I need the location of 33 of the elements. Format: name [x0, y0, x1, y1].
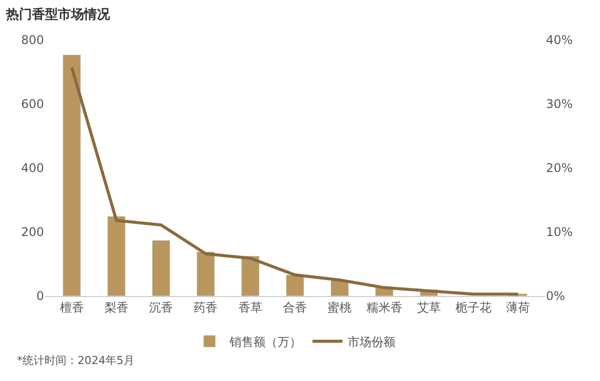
bar [286, 274, 304, 296]
x-tick-label: 合香 [283, 300, 307, 314]
bar [62, 54, 81, 296]
x-tick-label: 艾草 [416, 300, 441, 314]
y2-tick-label: 10% [546, 225, 573, 240]
y2-tick-label: 40% [546, 33, 573, 48]
y-tick-label: 200 [21, 225, 44, 240]
x-tick-label: 药香 [194, 300, 218, 314]
x-tick-label: 薄荷 [506, 300, 530, 314]
y2-tick-label: 20% [546, 161, 573, 176]
line-series [70, 66, 520, 296]
legend-label: 市场份额 [348, 334, 396, 349]
x-tick-label: 栀子花 [456, 300, 492, 314]
bar [107, 216, 126, 296]
y-tick-label: 600 [21, 97, 44, 112]
x-tick-label: 香草 [238, 300, 262, 314]
x-tick-label: 梨香 [104, 300, 128, 314]
y2-tick-label: 0% [546, 289, 566, 304]
y-tick-label: 400 [21, 161, 44, 176]
bar [241, 256, 260, 296]
bar [196, 252, 215, 296]
y-tick-label: 800 [21, 33, 44, 48]
x-tick-label: 糯米香 [366, 300, 402, 314]
bar [152, 240, 170, 296]
y-tick-label: 0 [36, 289, 44, 304]
x-tick-label: 檀香 [60, 300, 84, 314]
text: *统计时间：2024年5月 [17, 354, 134, 367]
legend-label: 销售额（万） [228, 334, 302, 349]
bar [330, 280, 349, 296]
y2-tick-label: 30% [546, 97, 573, 112]
x-tick-label: 蜜桃 [328, 300, 352, 314]
chart-title: 热门香型市场情况 [5, 6, 111, 23]
x-tick-label: 沉香 [149, 300, 174, 314]
